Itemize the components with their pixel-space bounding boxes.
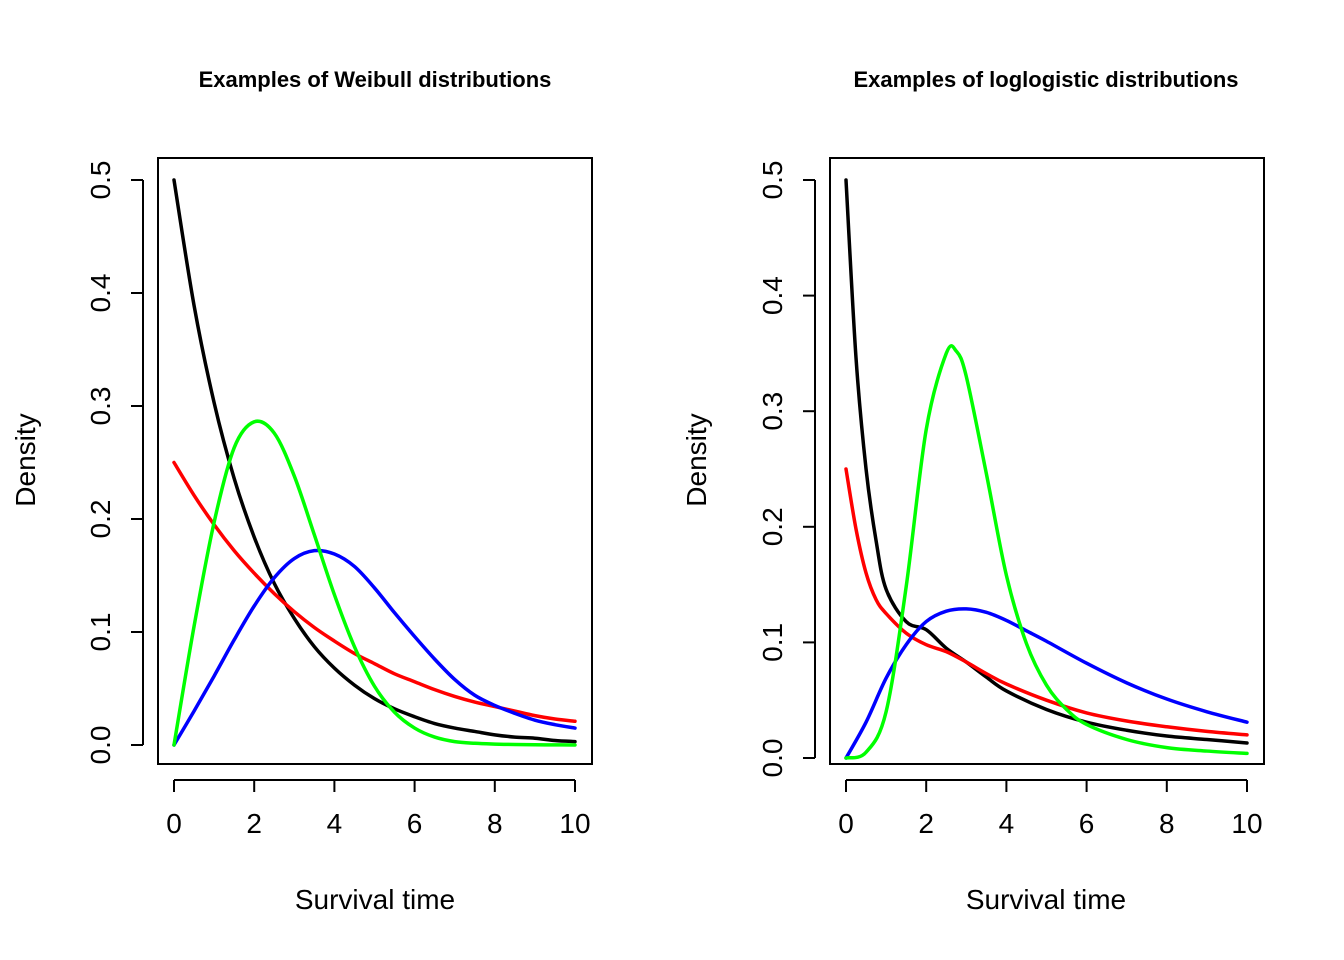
weibull-series-black-line [172, 178, 577, 744]
loglogistic-y-tick-label: 0.3 [757, 392, 788, 431]
weibull-y-axis-label: Density [10, 413, 41, 506]
loglogistic-x-tick-label: 10 [1231, 808, 1262, 839]
loglogistic-series-red-line [844, 467, 1249, 737]
loglogistic-axes: 0 2 4 6 8 10 0.0 0.1 0.2 0.3 0.4 0.5 [757, 161, 1263, 839]
weibull-panel: Examples of Weibull distributions Surviv… [10, 67, 593, 915]
weibull-series-green-line [172, 419, 577, 747]
weibull-y-tick-label: 0.5 [85, 161, 116, 200]
weibull-y-tick-label: 0.4 [85, 274, 116, 313]
loglogistic-x-tick-label: 4 [999, 808, 1015, 839]
loglogistic-x-tick-label: 6 [1079, 808, 1095, 839]
loglogistic-lines [844, 178, 1249, 760]
weibull-x-tick-label: 10 [559, 808, 590, 839]
loglogistic-x-axis-label: Survival time [966, 884, 1126, 915]
weibull-y-tick-label: 0.3 [85, 387, 116, 426]
weibull-title: Examples of Weibull distributions [199, 67, 552, 92]
weibull-x-tick-label: 2 [246, 808, 262, 839]
weibull-series-red-line [172, 460, 577, 724]
weibull-x-tick-label: 6 [407, 808, 423, 839]
weibull-axes: 0 2 4 6 8 10 0.0 0.1 0.2 0.3 0.4 0.5 [85, 161, 591, 839]
loglogistic-title: Examples of loglogistic distributions [853, 67, 1238, 92]
loglogistic-y-tick-label: 0.4 [757, 276, 788, 315]
weibull-lines [172, 178, 577, 747]
loglogistic-y-axis-label: Density [681, 413, 712, 506]
weibull-x-tick-label: 4 [327, 808, 343, 839]
weibull-y-tick-label: 0.1 [85, 613, 116, 652]
weibull-x-axis-label: Survival time [295, 884, 455, 915]
loglogistic-x-tick-label: 8 [1159, 808, 1175, 839]
weibull-series-blue-line [172, 548, 577, 747]
weibull-y-tick-label: 0.0 [85, 726, 116, 765]
loglogistic-y-tick-label: 0.5 [757, 161, 788, 200]
loglogistic-y-tick-label: 0.1 [757, 623, 788, 662]
loglogistic-panel: Examples of loglogistic distributions Su… [681, 67, 1265, 915]
loglogistic-x-tick-label: 0 [838, 808, 854, 839]
loglogistic-plot-frame [829, 157, 1265, 765]
loglogistic-series-black-line [844, 178, 1249, 745]
loglogistic-y-tick-label: 0.2 [757, 507, 788, 546]
weibull-plot-frame [157, 157, 593, 765]
loglogistic-series-green-line [844, 344, 1249, 760]
weibull-x-tick-label: 0 [166, 808, 182, 839]
weibull-x-tick-label: 8 [487, 808, 503, 839]
weibull-y-tick-label: 0.2 [85, 500, 116, 539]
loglogistic-y-tick-label: 0.0 [757, 739, 788, 778]
loglogistic-x-tick-label: 2 [918, 808, 934, 839]
